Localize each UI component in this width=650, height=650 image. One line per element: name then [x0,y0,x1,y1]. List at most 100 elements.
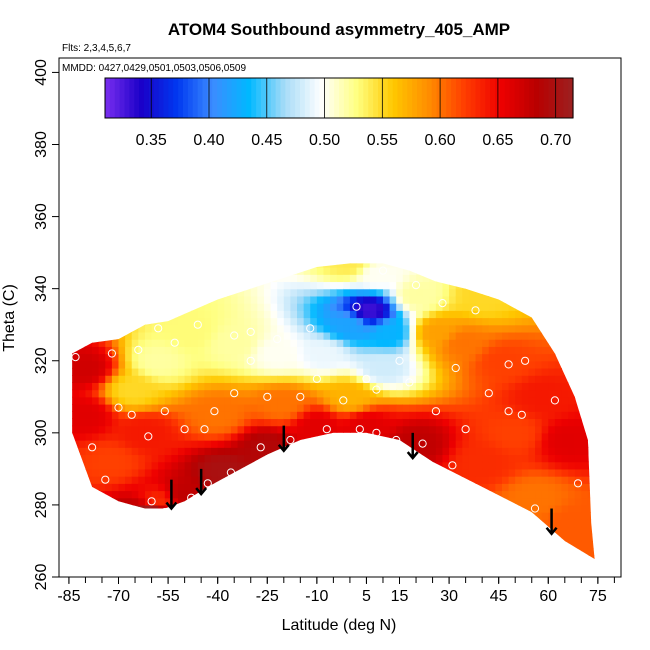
field-cell [382,281,391,290]
field-cell [501,432,510,441]
field-cell [270,447,278,456]
field-cell [349,295,358,304]
field-cell [429,281,437,290]
field-cell [482,447,490,456]
field-cell [508,461,516,470]
field-cell [151,375,159,383]
colorbar-cell [207,78,213,118]
colorbar-cell [183,78,189,118]
field-cell [435,339,444,347]
field-cell [263,331,272,340]
field-cell [144,461,153,470]
x-tick-label: 75 [589,588,607,605]
field-cell [111,382,120,391]
field-cell [495,310,503,319]
field-cell [574,411,582,420]
field-cell [204,440,212,448]
field-cell [244,432,252,441]
field-cell [257,396,265,405]
field-cell [369,367,377,376]
colorbar-cell [563,78,569,118]
field-cell [568,440,576,448]
field-cell [343,281,351,290]
field-cell [515,411,523,420]
field-cell [587,548,595,556]
field-cell [541,519,549,528]
field-cell [211,447,219,456]
field-cell [495,483,503,492]
field-cell [211,353,219,362]
field-cell [422,432,430,441]
field-cell [204,432,212,441]
field-cell [429,454,437,463]
field-cell [211,461,219,470]
field-cell [144,396,153,405]
field-cell [230,303,239,311]
field-cell [396,288,404,297]
field-cell [72,360,80,369]
colorbar-cell [226,78,233,118]
field-cell [131,490,139,499]
field-cell [125,468,133,477]
field-cell [144,468,153,477]
field-cell [382,317,391,326]
field-cell [468,404,477,412]
field-cell [191,331,199,340]
field-cell [244,454,252,463]
field-cell [85,375,93,383]
field-cell [125,339,133,347]
field-cell [144,425,153,434]
field-cell [323,267,331,275]
colorbar-cell [212,78,218,118]
field-cell [171,317,179,326]
field-cell [402,404,411,412]
field-cell [561,476,569,484]
field-cell [528,389,536,398]
field-cell [376,367,384,376]
field-cell [158,375,166,383]
field-cell [125,490,133,499]
field-cell [138,461,146,470]
field-cell [197,389,206,398]
field-cell [151,440,159,448]
field-cell [376,324,384,333]
field-cell [78,454,87,463]
field-cell [303,382,311,391]
field-cell [515,382,523,391]
field-cell [462,324,470,333]
field-cell [429,353,437,362]
field-cell [184,454,192,463]
field-cell [488,396,496,405]
chart-title: ATOM4 Southbound asymmetry_405_AMP [168,20,510,39]
field-cell [515,483,523,492]
field-cell [237,353,245,362]
field-cell [495,432,503,441]
field-cell [396,411,404,420]
field-cell [515,447,523,456]
field-cell [138,483,146,492]
field-cell [105,404,113,412]
field-cell [330,389,338,398]
field-cell [488,360,496,369]
field-cell [98,404,106,412]
field-cell [535,382,543,391]
field-cell [244,346,252,355]
field-cell [78,418,87,427]
field-cell [125,497,133,506]
field-cell [310,295,318,304]
field-cell [495,375,503,383]
field-cell [85,461,93,470]
field-cell [442,353,450,362]
field-cell [349,375,358,383]
field-cell [535,468,543,477]
field-cell [554,411,563,420]
field-cell [422,360,430,369]
field-cell [422,425,430,434]
field-cell [343,263,351,268]
field-cell [389,353,397,362]
field-cell [482,418,490,427]
field-cell [449,404,457,412]
field-cell [297,425,305,434]
field-cell [535,331,543,340]
sample-point [418,439,427,448]
